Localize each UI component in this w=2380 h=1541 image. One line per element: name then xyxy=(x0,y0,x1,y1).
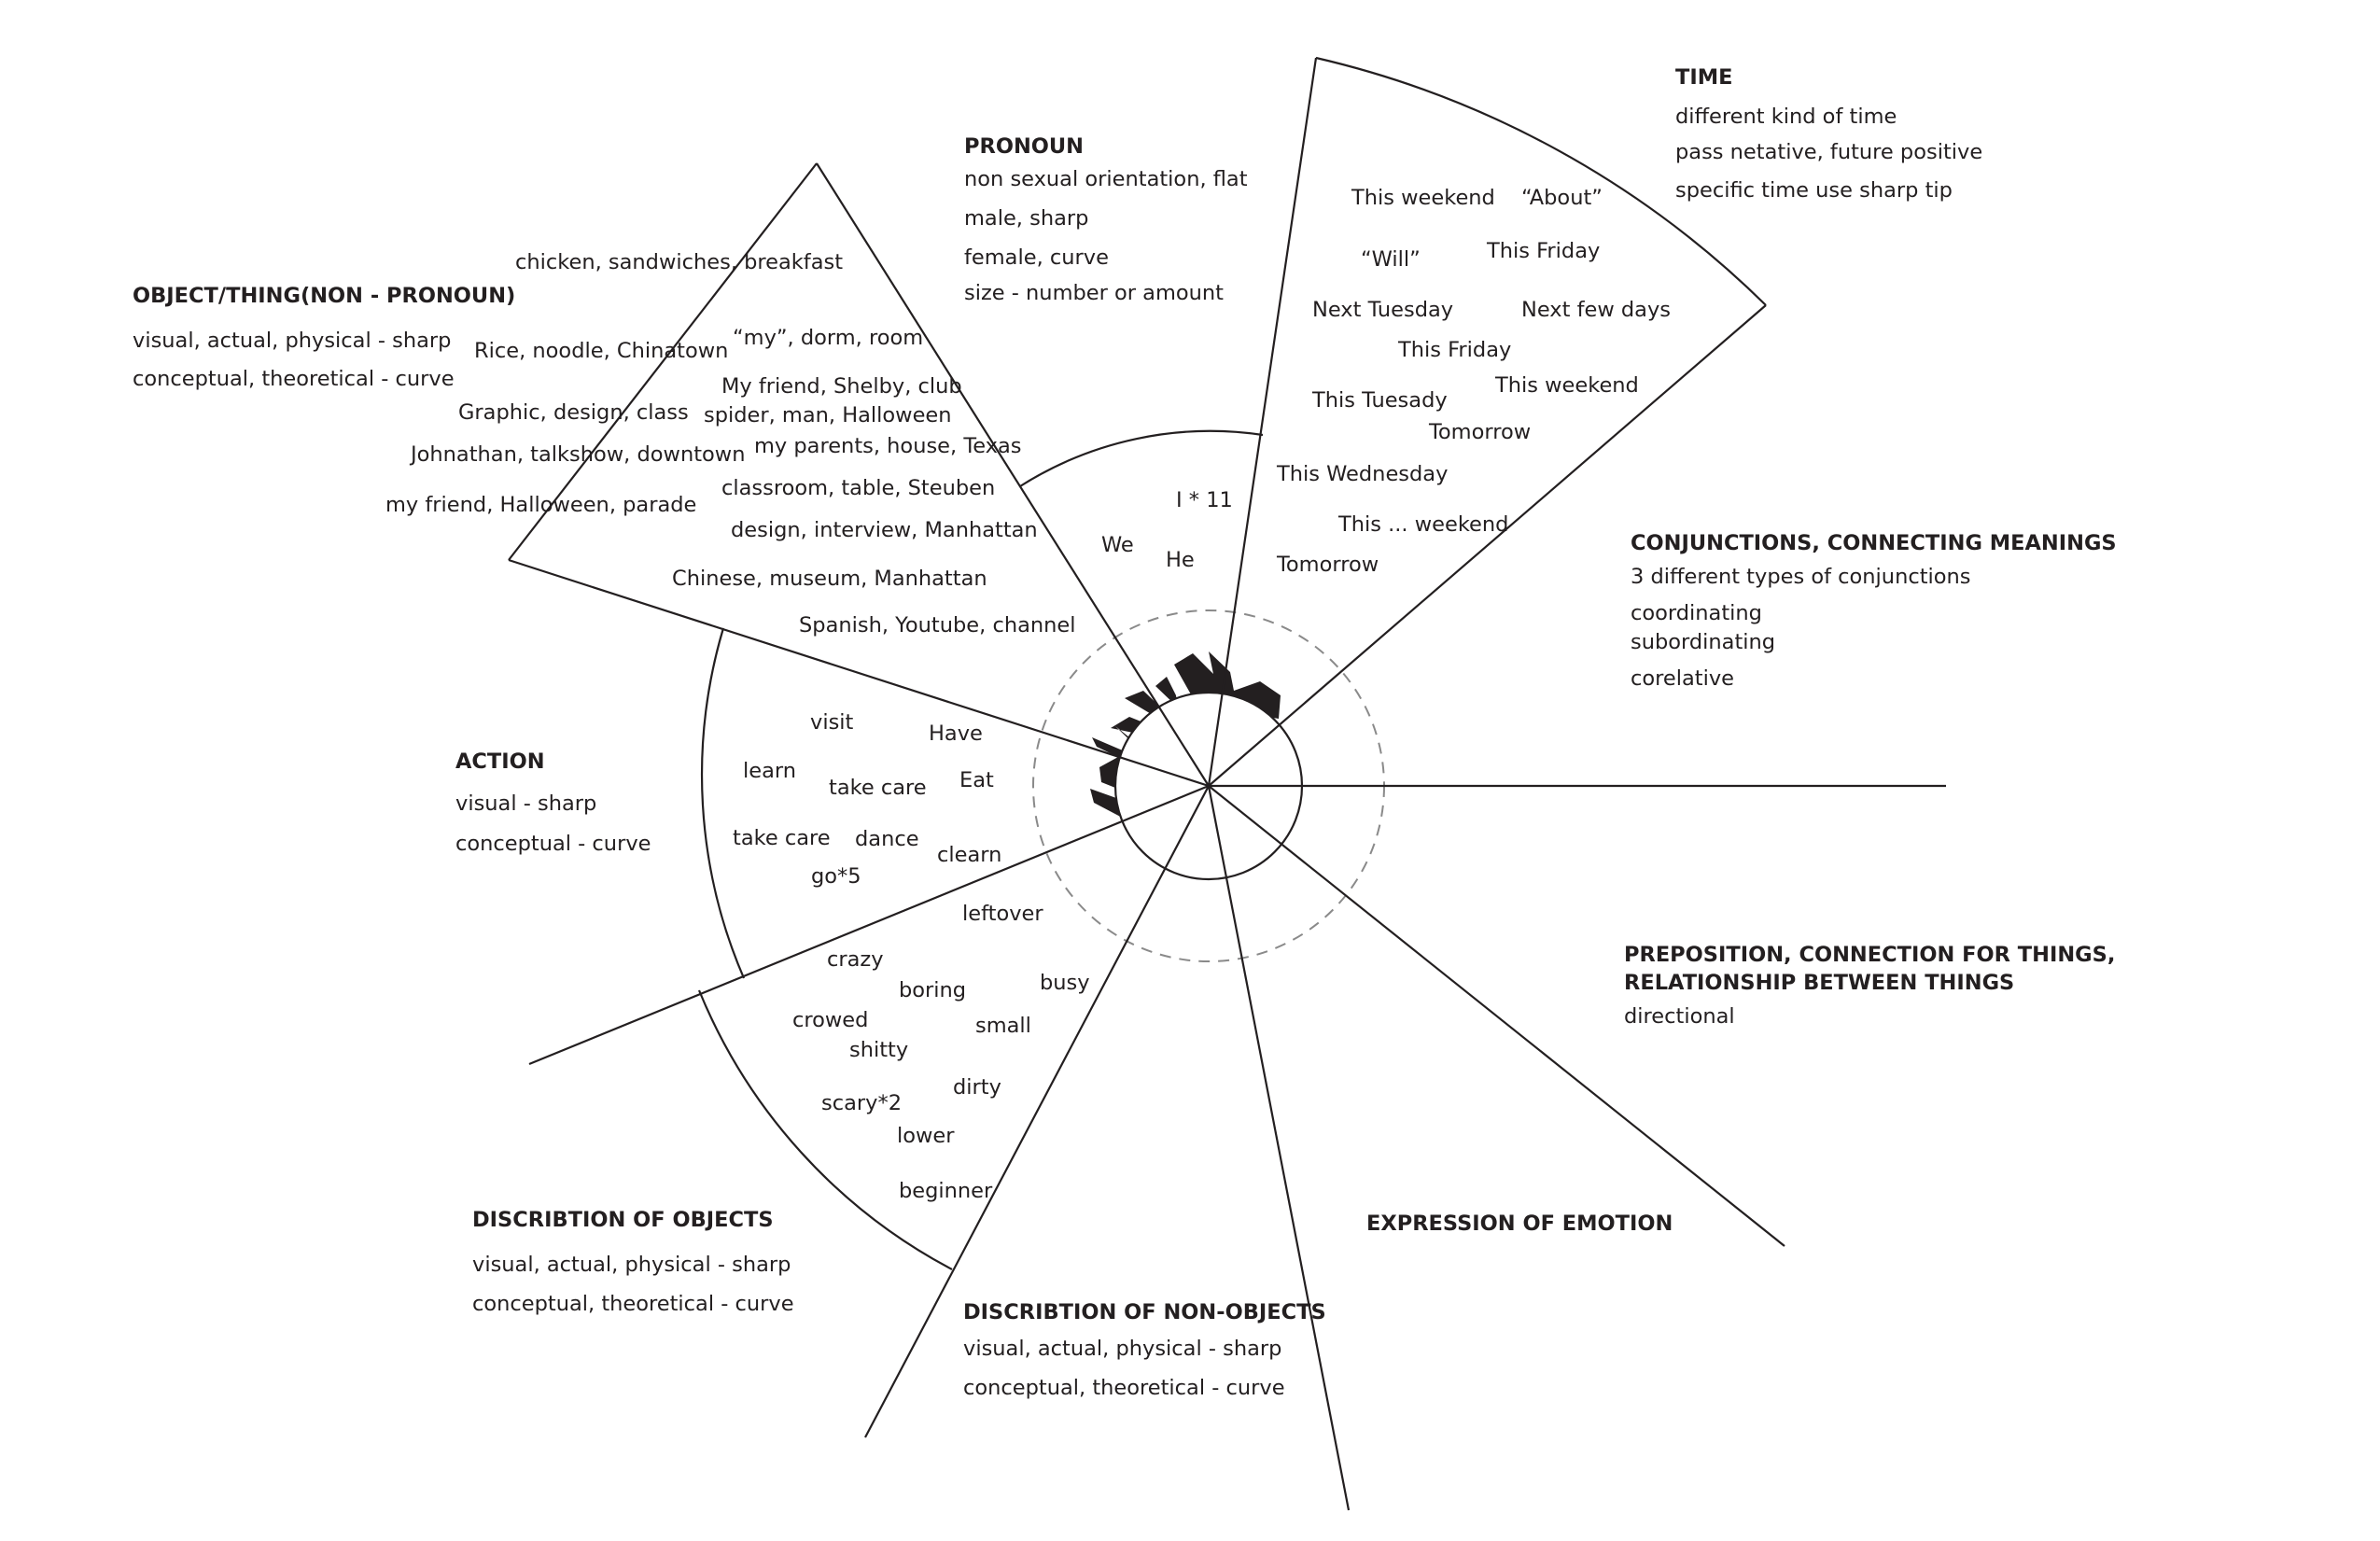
time-word: This Friday xyxy=(1486,239,1600,263)
desc-objects-word: scary*2 xyxy=(821,1091,902,1115)
time-arc xyxy=(1315,56,1767,306)
object-outer-edge xyxy=(508,162,818,561)
action-word: clearn xyxy=(937,843,1001,867)
object-word: Chinese, museum, Manhattan xyxy=(672,567,987,591)
pronoun-arc xyxy=(1019,429,1264,487)
conjunctions-note: corelative xyxy=(1631,666,1734,691)
desc-objects-title: DISCRIBTION OF OBJECTS xyxy=(472,1208,774,1232)
desc-objects-word: dirty xyxy=(953,1075,1001,1100)
object-word: Spanish, Youtube, channel xyxy=(799,613,1075,637)
object-note: conceptual, theoretical - curve xyxy=(133,367,455,391)
object-word: Graphic, design, class xyxy=(458,400,689,425)
pronoun-note: male, sharp xyxy=(964,206,1088,231)
object-word: My friend, Shelby, club xyxy=(721,374,962,399)
time-word: This Friday xyxy=(1397,338,1511,362)
desc-objects-word: lower xyxy=(897,1124,955,1148)
time-word: This Tuesady xyxy=(1311,388,1448,413)
action-arc xyxy=(700,627,746,979)
object-word: my friend, Halloween, parade xyxy=(385,493,696,517)
object-word: chicken, sandwiches, breakfast xyxy=(515,250,843,274)
pronoun-note: size - number or amount xyxy=(964,281,1224,305)
object-word: “my”, dorm, room xyxy=(733,326,923,350)
time-word: “Will” xyxy=(1361,247,1421,272)
object-word: spider, man, Halloween xyxy=(704,403,952,427)
time-word: “About” xyxy=(1521,186,1603,210)
spoke-desc-nonobjects xyxy=(1207,785,1351,1511)
object-word: Rice, noodle, Chinatown xyxy=(474,339,728,363)
desc-objects-arc xyxy=(697,989,953,1270)
object-word: design, interview, Manhattan xyxy=(731,518,1038,542)
pronoun-word: I * 11 xyxy=(1176,488,1233,512)
desc-objects-note: visual, actual, physical - sharp xyxy=(472,1253,791,1277)
time-note: specific time use sharp tip xyxy=(1675,178,1953,203)
conjunctions-note: 3 different types of conjunctions xyxy=(1631,565,1971,589)
desc-objects-word: crowed xyxy=(792,1008,868,1032)
action-word: take care xyxy=(829,776,927,800)
action-word: dance xyxy=(855,827,919,851)
action-note: visual - sharp xyxy=(455,792,596,816)
desc-objects-word: beginner xyxy=(899,1179,993,1203)
spoke-object-bottom xyxy=(508,558,1210,788)
time-word: This weekend xyxy=(1494,373,1639,398)
pronoun-word: He xyxy=(1166,548,1195,572)
time-word: Tomorrow xyxy=(1428,420,1531,444)
spoke-desc-objects xyxy=(864,785,1210,1438)
action-word: take care xyxy=(733,826,831,850)
time-word: This ... weekend xyxy=(1337,512,1508,537)
object-word: Johnathan, talkshow, downtown xyxy=(409,442,745,467)
conjunctions-title: CONJUNCTIONS, CONNECTING MEANINGS xyxy=(1631,531,2117,555)
time-word: Next Tuesday xyxy=(1312,298,1453,322)
action-word: Have xyxy=(929,721,983,746)
action-note: conceptual - curve xyxy=(455,832,651,856)
desc-nonobjects-note: conceptual, theoretical - curve xyxy=(963,1376,1285,1400)
emotion-title: EXPRESSION OF EMOTION xyxy=(1366,1212,1673,1236)
conjunctions-note: subordinating xyxy=(1631,630,1775,654)
desc-nonobjects-note: visual, actual, physical - sharp xyxy=(963,1337,1281,1361)
object-word: my parents, house, Texas xyxy=(754,434,1022,458)
desc-objects-word: crazy xyxy=(827,947,884,972)
pronoun-word: We xyxy=(1101,533,1134,557)
time-word: This Wednesday xyxy=(1276,462,1448,486)
desc-objects-word: boring xyxy=(899,978,966,1002)
time-word: Next few days xyxy=(1521,298,1671,322)
preposition-title-line: PREPOSITION, CONNECTION FOR THINGS, xyxy=(1624,943,2115,967)
action-word: go*5 xyxy=(811,864,861,889)
spoke-object-right xyxy=(816,162,1210,787)
desc-objects-word: leftover xyxy=(962,902,1043,926)
pronoun-note: female, curve xyxy=(964,245,1109,270)
conjunctions-note: coordinating xyxy=(1631,601,1762,625)
object-glyph-spikes xyxy=(1092,737,1125,758)
desc-objects-word: shitty xyxy=(849,1038,908,1062)
object-word: classroom, table, Steuben xyxy=(721,476,995,500)
action-word: Eat xyxy=(959,768,994,792)
time-note: different kind of time xyxy=(1675,105,1897,129)
spoke-time-left xyxy=(1207,57,1318,787)
action-word: visit xyxy=(810,710,854,735)
desc-nonobjects-title: DISCRIBTION OF NON-OBJECTS xyxy=(963,1300,1326,1324)
spoke-action-bottom xyxy=(528,784,1210,1066)
action-title: ACTION xyxy=(455,749,545,774)
object-title: OBJECT/THING(NON - PRONOUN) xyxy=(133,284,515,308)
time-title: TIME xyxy=(1675,65,1732,90)
desc-objects-word: small xyxy=(975,1014,1031,1038)
spoke-preposition xyxy=(1208,785,1785,1247)
time-word: Tomorrow xyxy=(1276,553,1379,577)
time-word: This weekend xyxy=(1351,186,1495,210)
desc-objects-word: busy xyxy=(1040,971,1090,995)
object-note: visual, actual, physical - sharp xyxy=(133,329,451,353)
time-note: pass netative, future positive xyxy=(1675,140,1982,164)
time-glyph-spikes xyxy=(1111,677,1178,758)
pronoun-title: PRONOUN xyxy=(964,134,1084,159)
pronoun-note: non sexual orientation, flat xyxy=(964,167,1248,191)
action-word: learn xyxy=(743,759,796,783)
preposition-note: directional xyxy=(1624,1004,1735,1029)
spoke-time-right xyxy=(1208,304,1767,787)
desc-objects-note: conceptual, theoretical - curve xyxy=(472,1292,794,1316)
preposition-title-line: RELATIONSHIP BETWEEN THINGS xyxy=(1624,971,2014,995)
